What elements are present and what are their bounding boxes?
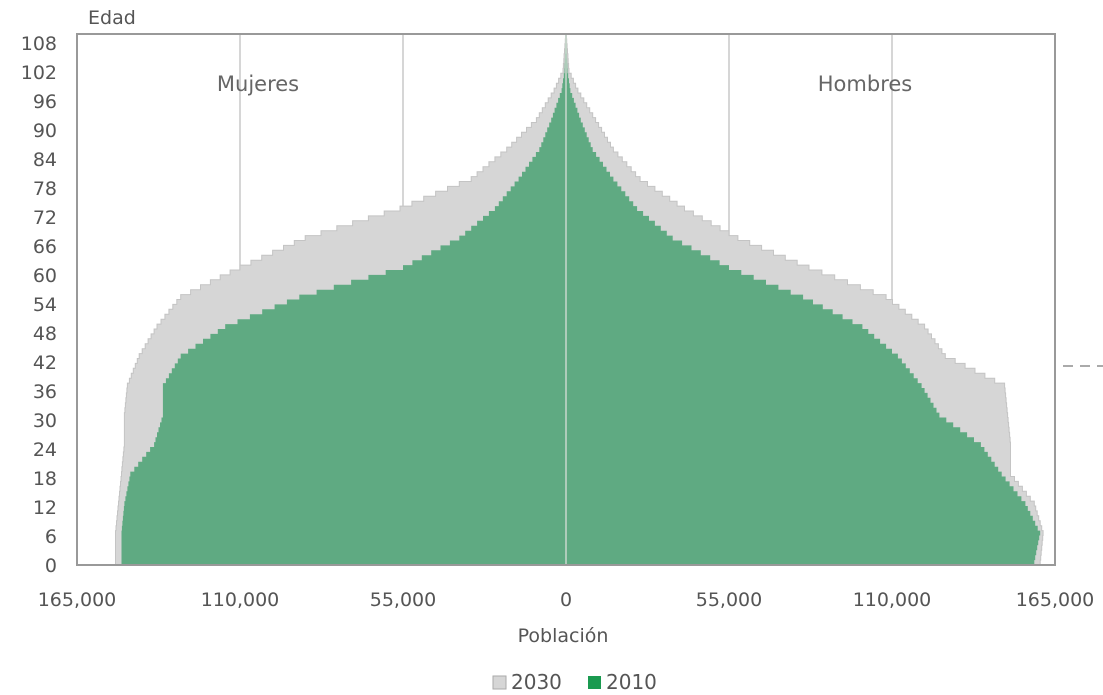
x-tick-label: 55,000 <box>696 589 762 611</box>
y-axis-label: Edad <box>88 7 136 29</box>
y-tick-label: 12 <box>33 497 57 519</box>
x-tick-label: 165,000 <box>38 589 117 611</box>
legend-swatch-2010 <box>588 676 601 689</box>
annotation-mujeres: Mujeres <box>217 72 299 96</box>
y-tick-label: 102 <box>21 62 57 84</box>
legend-label-2010: 2010 <box>606 670 657 694</box>
y-tick-label: 24 <box>33 439 57 461</box>
x-tick-label: 110,000 <box>853 589 932 611</box>
y-tick-label: 30 <box>33 410 57 432</box>
y-tick-label: 84 <box>33 149 57 171</box>
series-areas <box>115 33 1044 566</box>
legend-item-2010: 2010 <box>588 670 657 694</box>
x-axis-label: Población <box>518 625 609 647</box>
y-tick-label: 72 <box>33 207 57 229</box>
annotation-hombres: Hombres <box>818 72 912 96</box>
plot-frame <box>76 33 1056 566</box>
legend: 2030 2010 <box>492 670 657 694</box>
x-tick-label: 55,000 <box>370 589 436 611</box>
legend-label-2030: 2030 <box>511 670 562 694</box>
x-tick-label: 0 <box>560 589 572 611</box>
y-tick-label: 18 <box>33 468 57 490</box>
legend-swatch-2030 <box>492 675 507 690</box>
y-tick-label: 96 <box>33 91 57 113</box>
y-tick-label: 66 <box>33 236 57 258</box>
series-area-2010 <box>121 34 1041 565</box>
y-tick-label: 36 <box>33 381 57 403</box>
y-tick-label: 42 <box>33 352 57 374</box>
y-tick-label: 6 <box>45 526 57 548</box>
x-tick-label: 165,000 <box>1016 589 1095 611</box>
y-tick-label: 60 <box>33 265 57 287</box>
y-tick-label: 78 <box>33 178 57 200</box>
y-tick-label: 54 <box>33 294 57 316</box>
y-tick-label: 90 <box>33 120 57 142</box>
x-tick-labels: 165,000 110,000 55,000 0 55,000 110,000 165,00… <box>38 589 1095 611</box>
y-tick-label: 0 <box>45 555 57 577</box>
x-tick-label: 110,000 <box>201 589 280 611</box>
y-tick-label: 48 <box>33 323 57 345</box>
y-tick-label: 108 <box>21 33 57 55</box>
legend-item-2030: 2030 <box>492 670 562 694</box>
